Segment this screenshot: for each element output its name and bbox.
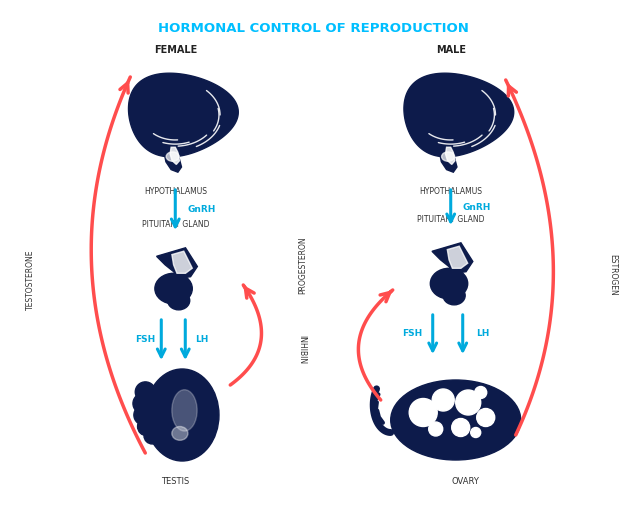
Text: INHIBIN: INHIBIN — [297, 336, 306, 364]
Ellipse shape — [155, 273, 192, 304]
Text: ESTROGEN: ESTROGEN — [608, 254, 618, 296]
Polygon shape — [446, 147, 455, 164]
Ellipse shape — [133, 393, 153, 414]
Polygon shape — [448, 246, 468, 268]
Ellipse shape — [452, 418, 470, 436]
Text: HYPOTHALAMUS: HYPOTHALAMUS — [419, 187, 482, 196]
Ellipse shape — [172, 427, 188, 440]
Ellipse shape — [391, 380, 521, 460]
Text: HORMONAL CONTROL OF REPRODUCTION: HORMONAL CONTROL OF REPRODUCTION — [158, 22, 468, 35]
Text: TESTIS: TESTIS — [161, 477, 190, 486]
Polygon shape — [172, 251, 192, 273]
Ellipse shape — [144, 428, 160, 444]
Ellipse shape — [443, 286, 465, 305]
Text: GnRH: GnRH — [463, 203, 491, 211]
Text: OVARY: OVARY — [452, 477, 480, 486]
Ellipse shape — [168, 291, 190, 310]
Text: MALE: MALE — [436, 45, 466, 55]
Text: HYPOTHALAMUS: HYPOTHALAMUS — [144, 187, 207, 196]
Ellipse shape — [475, 387, 487, 399]
Polygon shape — [164, 144, 182, 172]
Ellipse shape — [430, 268, 468, 299]
Polygon shape — [128, 73, 239, 157]
Ellipse shape — [456, 390, 481, 415]
Ellipse shape — [441, 152, 454, 161]
Text: LH: LH — [476, 329, 490, 339]
Text: FSH: FSH — [403, 329, 423, 339]
Ellipse shape — [138, 417, 156, 436]
Text: PITUITARY GLAND: PITUITARY GLAND — [417, 215, 485, 224]
Ellipse shape — [135, 382, 155, 402]
Polygon shape — [156, 248, 197, 278]
Polygon shape — [439, 144, 457, 172]
Ellipse shape — [166, 152, 179, 161]
Ellipse shape — [172, 390, 197, 431]
Ellipse shape — [471, 428, 481, 437]
Text: GnRH: GnRH — [187, 205, 215, 215]
Ellipse shape — [145, 369, 219, 461]
Text: FSH: FSH — [135, 336, 155, 344]
Text: PROGESTERON: PROGESTERON — [299, 236, 307, 294]
Ellipse shape — [477, 408, 495, 427]
Polygon shape — [404, 73, 514, 157]
Polygon shape — [432, 243, 473, 273]
Text: LH: LH — [195, 336, 209, 344]
Ellipse shape — [409, 399, 437, 427]
Ellipse shape — [432, 389, 454, 411]
Text: PITUITARY GLAND: PITUITARY GLAND — [141, 220, 209, 229]
Text: FEMALE: FEMALE — [153, 45, 197, 55]
Text: TESTOSTERONE: TESTOSTERONE — [26, 250, 35, 310]
Polygon shape — [170, 147, 180, 164]
Ellipse shape — [429, 422, 443, 436]
Ellipse shape — [134, 405, 154, 425]
